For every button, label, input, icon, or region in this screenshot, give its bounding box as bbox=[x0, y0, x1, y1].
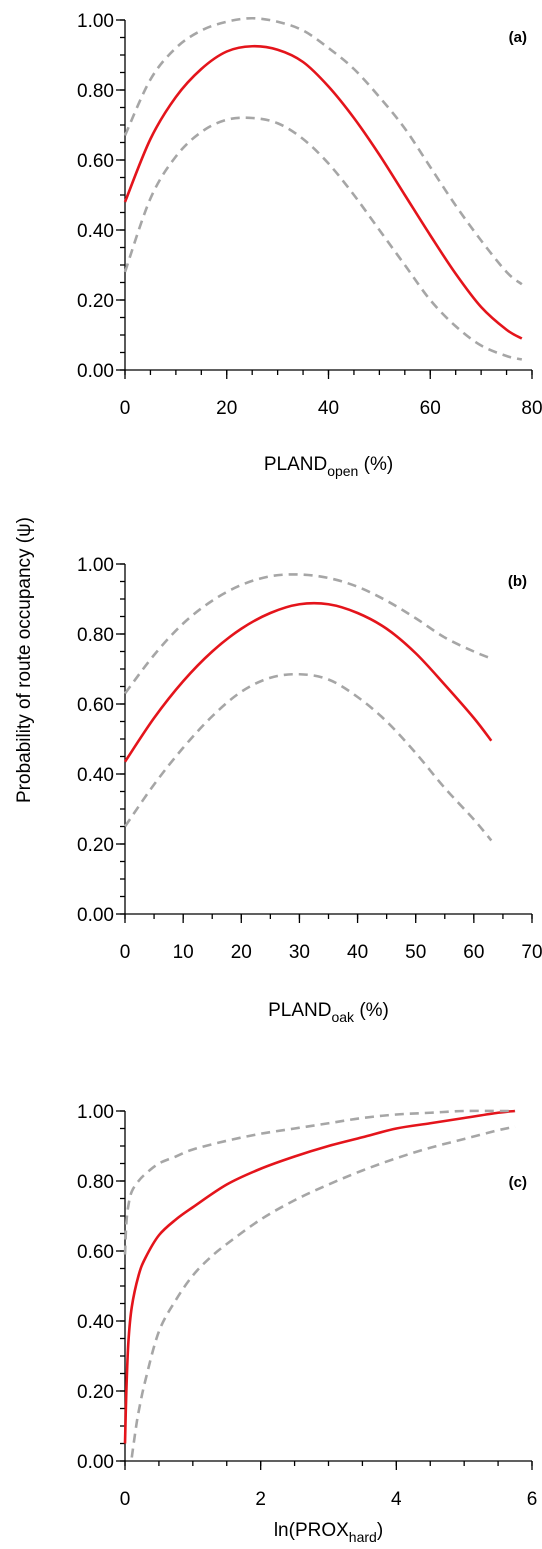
x-tick-label: 0 bbox=[120, 1489, 131, 1510]
y-tick-label: 0.40 bbox=[77, 765, 114, 786]
axis-lines bbox=[124, 564, 532, 915]
y-tick-label: 0.60 bbox=[77, 151, 114, 172]
y-tick-label: 0.00 bbox=[77, 905, 114, 926]
lower-ci-curve bbox=[130, 1125, 516, 1458]
x-axis-title: PLANDoak (%) bbox=[268, 1000, 389, 1025]
x-tick-label: 60 bbox=[463, 942, 484, 963]
x-tick-label: 4 bbox=[391, 1489, 402, 1510]
y-tick-label: 0.80 bbox=[77, 625, 114, 646]
x-tick-label: 30 bbox=[289, 942, 310, 963]
lower-ci-curve bbox=[123, 672, 493, 842]
y-tick-label: 0.00 bbox=[77, 361, 114, 382]
x-axis-title-suffix: (%) bbox=[354, 1000, 389, 1021]
fitted-curve bbox=[123, 1109, 516, 1444]
y-tick-label: 0.80 bbox=[77, 81, 114, 102]
x-axis-title-main: PLAND bbox=[268, 1000, 331, 1021]
upper-ci-curve bbox=[123, 16, 523, 286]
x-tick-label: 40 bbox=[318, 398, 339, 419]
x-tick-label: 2 bbox=[255, 1489, 266, 1510]
x-tick-label: 20 bbox=[216, 398, 237, 419]
y-tick-label: 0.40 bbox=[77, 1312, 114, 1333]
fitted-curve bbox=[123, 44, 523, 340]
x-axis-title: PLANDopen (%) bbox=[264, 454, 393, 479]
x-axis-title-subscript: open bbox=[327, 463, 358, 479]
x-tick-label: 80 bbox=[521, 398, 542, 419]
y-tick-label: 0.00 bbox=[77, 1452, 114, 1473]
x-axis-title-suffix: ) bbox=[377, 1520, 383, 1541]
x-axis-title-suffix: (%) bbox=[358, 454, 393, 475]
y-tick-label: 0.60 bbox=[77, 1242, 114, 1263]
y-tick-label: 0.20 bbox=[77, 835, 114, 856]
x-tick-label: 50 bbox=[405, 942, 426, 963]
panel-label: (b) bbox=[508, 573, 527, 590]
x-axis-title: ln(PROXhard) bbox=[274, 1520, 383, 1545]
y-tick-label: 1.00 bbox=[77, 555, 114, 576]
x-tick-label: 60 bbox=[420, 398, 441, 419]
x-tick-label: 70 bbox=[521, 942, 542, 963]
x-tick-label: 0 bbox=[120, 398, 131, 419]
x-axis-title-main: PLAND bbox=[264, 454, 327, 475]
axis-lines bbox=[124, 20, 532, 371]
y-tick-label: 0.20 bbox=[77, 1382, 114, 1403]
panel-a: 0 20 40 60 80 0.00 0.20 0.40 0.60 0.80 1.00 (a) PLAN… bbox=[77, 11, 542, 479]
panel-c: 0 2 4 6 0.00 0.20 0.40 0.60 0.80 1.00 (c) ln(PROXha… bbox=[77, 1102, 537, 1545]
y-tick-label: 0.60 bbox=[77, 695, 114, 716]
x-tick-label: 20 bbox=[231, 942, 252, 963]
x-axis-title-subscript: hard bbox=[349, 1529, 377, 1545]
x-tick-label: 10 bbox=[173, 942, 194, 963]
upper-ci-curve bbox=[123, 1109, 516, 1255]
fitted-curve bbox=[123, 601, 493, 763]
lower-ci-curve bbox=[123, 116, 523, 361]
y-tick-label: 1.00 bbox=[77, 1102, 114, 1123]
upper-ci-curve bbox=[123, 573, 492, 695]
y-tick-label: 0.80 bbox=[77, 1172, 114, 1193]
panel-label: (c) bbox=[509, 1174, 527, 1191]
y-axis-title: Probability of route occupancy (ψ) bbox=[14, 517, 35, 803]
panel-b: 0 10 20 30 40 50 60 70 0.00 0.20 0.40 0.60 0.80 1.00 (… bbox=[77, 555, 542, 1025]
x-tick-label: 40 bbox=[347, 942, 368, 963]
x-axis-title-main: ln(PROX bbox=[274, 1520, 349, 1541]
x-tick-label: 6 bbox=[527, 1489, 538, 1510]
y-tick-label: 1.00 bbox=[77, 11, 114, 32]
y-tick-label: 0.20 bbox=[77, 291, 114, 312]
x-axis-title-subscript: oak bbox=[331, 1009, 355, 1025]
panel-label: (a) bbox=[509, 29, 527, 46]
y-tick-label: 0.40 bbox=[77, 221, 114, 242]
x-tick-label: 0 bbox=[120, 942, 131, 963]
